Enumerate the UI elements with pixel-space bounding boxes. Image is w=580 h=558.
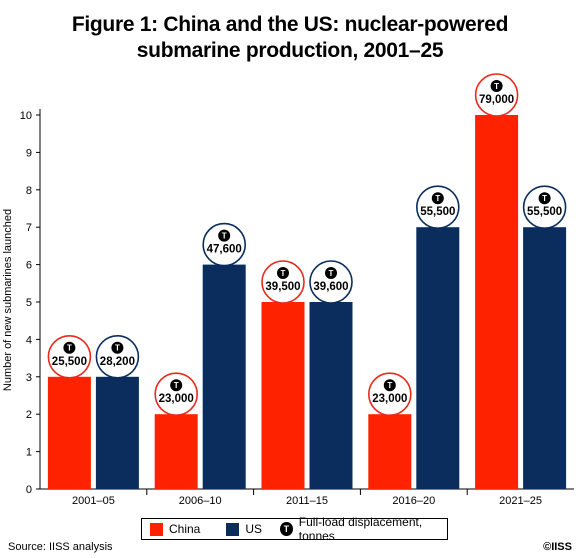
bar-china <box>368 414 412 489</box>
badge-circle <box>95 334 140 379</box>
displacement-label: 79,000 <box>479 94 514 106</box>
displacement-label: 25,500 <box>52 356 87 368</box>
source-note: Source: IISS analysis <box>8 541 113 553</box>
legend: China US T Full-load displacement, tonne… <box>141 515 448 543</box>
bars <box>47 115 567 489</box>
chart-title: Figure 1: China and the US: nuclear-powe… <box>0 12 580 64</box>
y-tick-label: 1 <box>26 447 32 459</box>
x-tick-label: 2001–05 <box>72 495 115 507</box>
bar-chart: 0 1 2 3 4 5 6 7 8 9 10 2001–05 2006–10 2011–15 2016–2… <box>2 73 574 507</box>
chart-title-line-1: Figure 1: China and the US: nuclear-powe… <box>71 13 509 36</box>
displacement-label: 55,500 <box>420 206 455 218</box>
y-tick-label: 5 <box>26 297 32 309</box>
badge-circle <box>261 260 305 304</box>
bar-china <box>261 302 305 489</box>
x-tick-label: 2011–15 <box>286 495 328 507</box>
t-badge-glyph: T <box>387 381 392 390</box>
y-tick-label: 4 <box>26 334 32 346</box>
displacement-badge: T 55,500 <box>522 185 567 229</box>
displacement-badge: T 23,000 <box>367 372 412 417</box>
displacement-label: 55,500 <box>527 206 562 218</box>
bar-us <box>523 227 567 489</box>
t-badge-icon <box>431 192 444 205</box>
y-tick-label: 8 <box>26 185 32 197</box>
t-badge-icon <box>490 80 503 92</box>
displacement-badge: T 25,500 <box>47 334 92 379</box>
legend-swatch-china <box>150 522 163 536</box>
badge-circle <box>474 73 519 117</box>
displacement-badge: T 28,200 <box>95 334 140 379</box>
bar-us <box>95 376 139 489</box>
bar-china <box>475 115 519 489</box>
t-badge-glyph: T <box>67 344 72 353</box>
y-tick-label: 2 <box>26 409 32 421</box>
copyright: ©IISS <box>543 541 572 553</box>
badge-circle <box>47 334 92 379</box>
badge-circle <box>202 222 246 267</box>
y-tick-label: 3 <box>26 372 32 384</box>
y-axis-label: Number of new submarines launched <box>2 209 14 391</box>
t-badge-icon <box>111 341 124 354</box>
t-badge-icon <box>63 341 76 354</box>
y-axis: 0 1 2 3 4 5 6 7 8 9 10 <box>20 109 41 496</box>
chart-title-line-2: submarine production, 2001–25 <box>136 39 444 62</box>
bar-us <box>202 264 246 489</box>
legend-label-us: US <box>245 522 263 536</box>
x-axis: 2001–05 2006–10 2011–15 2016–20 2021–25 <box>40 488 574 507</box>
legend-swatch-us <box>226 522 240 536</box>
t-badge-glyph: T <box>542 194 547 203</box>
bar-us <box>416 227 460 489</box>
x-tick-label: 2016–20 <box>392 495 435 507</box>
t-badge-glyph: T <box>329 269 334 278</box>
bar-china <box>47 376 91 489</box>
t-badge-icon <box>170 379 183 392</box>
y-tick-label: 6 <box>26 260 32 272</box>
displacement-label: 23,000 <box>372 393 407 405</box>
t-badge-glyph: T <box>222 231 227 240</box>
displacement-label: 23,000 <box>159 393 194 405</box>
y-tick-label: 9 <box>26 147 32 159</box>
displacement-badge: T 47,600 <box>202 222 246 267</box>
displacement-label: 47,600 <box>207 244 242 256</box>
badge-circle <box>367 372 412 417</box>
displacement-badge: T 55,500 <box>415 185 460 229</box>
t-badge-glyph: T <box>494 82 499 91</box>
displacement-badge: T 39,600 <box>309 260 353 304</box>
t-badge-icon <box>383 379 396 392</box>
t-badge-glyph: T <box>115 344 120 353</box>
displacement-badge: T 79,000 <box>474 73 519 117</box>
t-badge-glyph: T <box>281 269 286 278</box>
legend-label-china: China <box>169 522 201 536</box>
displacement-label: 28,200 <box>100 356 135 368</box>
t-badge-icon <box>325 267 337 279</box>
t-badge-glyph: T <box>174 381 179 390</box>
y-tick-label: 0 <box>26 484 32 496</box>
legend-item-china: China <box>150 522 200 536</box>
t-badge-icon <box>277 267 289 279</box>
displacement-label: 39,500 <box>265 281 300 293</box>
displacement-label: 39,600 <box>313 281 348 293</box>
t-badge-icon <box>218 229 231 242</box>
y-tick-label: 7 <box>26 222 32 234</box>
x-tick-label: 2021–25 <box>499 495 542 507</box>
badge-circle <box>309 260 353 304</box>
badge-circle <box>415 185 460 229</box>
t-badge-icon <box>538 192 551 205</box>
displacement-badge: T 39,500 <box>261 260 305 304</box>
bar-us <box>309 302 353 489</box>
y-tick-label: 10 <box>20 110 32 122</box>
t-badge-glyph: T <box>435 194 440 203</box>
badge-circle <box>522 185 567 229</box>
legend-item-us: US <box>226 522 262 536</box>
displacement-badge: T 23,000 <box>154 372 198 417</box>
legend-item-displacement: T Full-load displacement, tonnes <box>280 515 447 543</box>
x-tick-label: 2006–10 <box>179 495 222 507</box>
displacement-badges: T 25,500 T 28,200 T 23,000 T 47,600 T 39,500 T 39,6… <box>47 73 567 417</box>
legend-label-displacement: Full-load displacement, tonnes <box>298 515 423 543</box>
t-badge-icon: T <box>280 522 293 536</box>
bar-china <box>154 414 198 489</box>
badge-circle <box>154 372 198 417</box>
